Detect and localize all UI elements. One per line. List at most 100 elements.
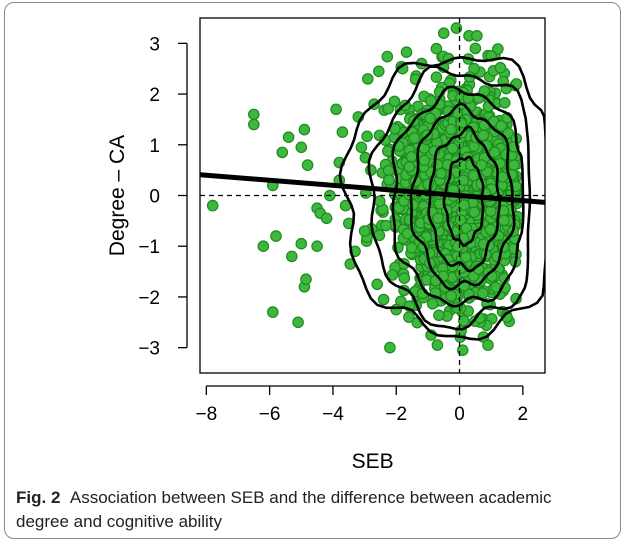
x-tick-label: −8 <box>195 404 217 425</box>
data-point <box>382 102 394 115</box>
data-point <box>266 306 279 318</box>
data-point <box>298 123 311 136</box>
data-point <box>468 206 480 218</box>
x-axis-label: SEB <box>352 450 394 473</box>
data-point <box>498 214 510 227</box>
density-contour-4 <box>409 102 516 291</box>
data-point <box>285 250 298 263</box>
data-point <box>432 212 444 224</box>
data-point <box>471 29 483 42</box>
figure-label: Fig. 2 <box>16 488 61 507</box>
y-tick-label: 1 <box>149 136 160 157</box>
data-point <box>300 273 312 285</box>
data-point <box>494 61 507 74</box>
x-tick-label: −4 <box>322 404 344 425</box>
data-point <box>492 43 504 55</box>
data-point <box>446 142 459 155</box>
data-point <box>320 212 333 225</box>
x-tick-label: −6 <box>259 404 281 425</box>
y-tick-label: 0 <box>149 187 160 208</box>
plot-box <box>199 17 546 374</box>
data-point <box>482 339 494 351</box>
y-tick-label: −1 <box>138 237 160 258</box>
data-point <box>405 150 418 163</box>
data-point <box>403 213 416 226</box>
data-point <box>282 131 295 143</box>
data-point <box>418 154 431 167</box>
data-point <box>454 214 467 226</box>
data-point <box>457 314 470 327</box>
data-point <box>431 339 444 351</box>
figure-caption-text: Association between SEB and the differen… <box>16 488 552 531</box>
data-point <box>311 240 323 252</box>
data-point <box>502 127 514 139</box>
data-point <box>382 164 395 177</box>
figure-caption: Fig. 2 Association between SEB and the d… <box>16 486 606 534</box>
data-point <box>467 169 480 182</box>
data-point <box>407 199 419 211</box>
data-point <box>330 103 342 116</box>
data-point <box>380 219 392 232</box>
data-point <box>373 195 386 207</box>
data-point <box>248 118 260 131</box>
data-point <box>388 95 401 108</box>
density-contour-3 <box>391 85 525 308</box>
data-point <box>358 225 371 237</box>
data-point <box>508 159 520 171</box>
y-tick-label: 3 <box>149 34 160 55</box>
data-point <box>301 159 314 171</box>
data-point <box>430 42 443 55</box>
data-point <box>458 199 470 211</box>
data-point <box>424 112 436 125</box>
data-point <box>336 126 349 138</box>
scatter-plot: −8 −6 −4 −2 0 2 −3 −2 −1 0 1 2 3 SEB Degree – CA <box>106 17 546 473</box>
data-point <box>475 159 488 171</box>
data-point <box>372 65 385 78</box>
data-point <box>469 42 482 55</box>
data-point <box>437 27 450 39</box>
x-tick-label: −2 <box>385 404 407 425</box>
density-contour-2 <box>367 65 532 331</box>
data-point <box>476 287 489 299</box>
data-point <box>403 311 415 323</box>
data-point <box>377 293 390 306</box>
data-point <box>371 278 383 291</box>
data-point <box>270 230 282 242</box>
data-point <box>460 251 472 263</box>
x-tick-label: 0 <box>454 404 465 425</box>
data-point <box>383 174 395 186</box>
density-contour-6 <box>442 155 485 247</box>
data-point <box>445 290 457 302</box>
data-point <box>400 46 413 58</box>
data-point <box>488 146 501 158</box>
data-point <box>496 171 509 183</box>
data-point <box>430 71 443 83</box>
data-point <box>248 108 260 121</box>
data-point <box>435 167 447 180</box>
data-point <box>295 237 308 250</box>
x-axis: −8 −6 −4 −2 0 2 <box>195 385 528 425</box>
data-point <box>426 297 439 310</box>
y-tick-label: −3 <box>138 339 160 360</box>
data-point <box>292 316 304 329</box>
data-point <box>403 161 416 173</box>
regression-line <box>200 172 545 205</box>
data-point <box>206 199 219 212</box>
data-point <box>405 242 418 254</box>
data-point <box>424 95 437 107</box>
data-point <box>457 174 470 186</box>
y-tick-label: 2 <box>149 85 160 106</box>
y-axis-label: Degree – CA <box>106 135 129 256</box>
data-point <box>408 132 421 144</box>
data-point <box>445 123 457 136</box>
data-point <box>495 120 507 132</box>
data-point <box>484 223 497 236</box>
y-tick-label: −2 <box>138 288 160 309</box>
data-point <box>257 240 270 252</box>
density-contour-5 <box>427 125 501 273</box>
y-axis: −3 −2 −1 0 1 2 3 <box>138 34 188 360</box>
data-point <box>477 129 490 142</box>
data-point <box>384 341 396 354</box>
data-point <box>381 50 394 63</box>
data-point <box>295 141 308 154</box>
